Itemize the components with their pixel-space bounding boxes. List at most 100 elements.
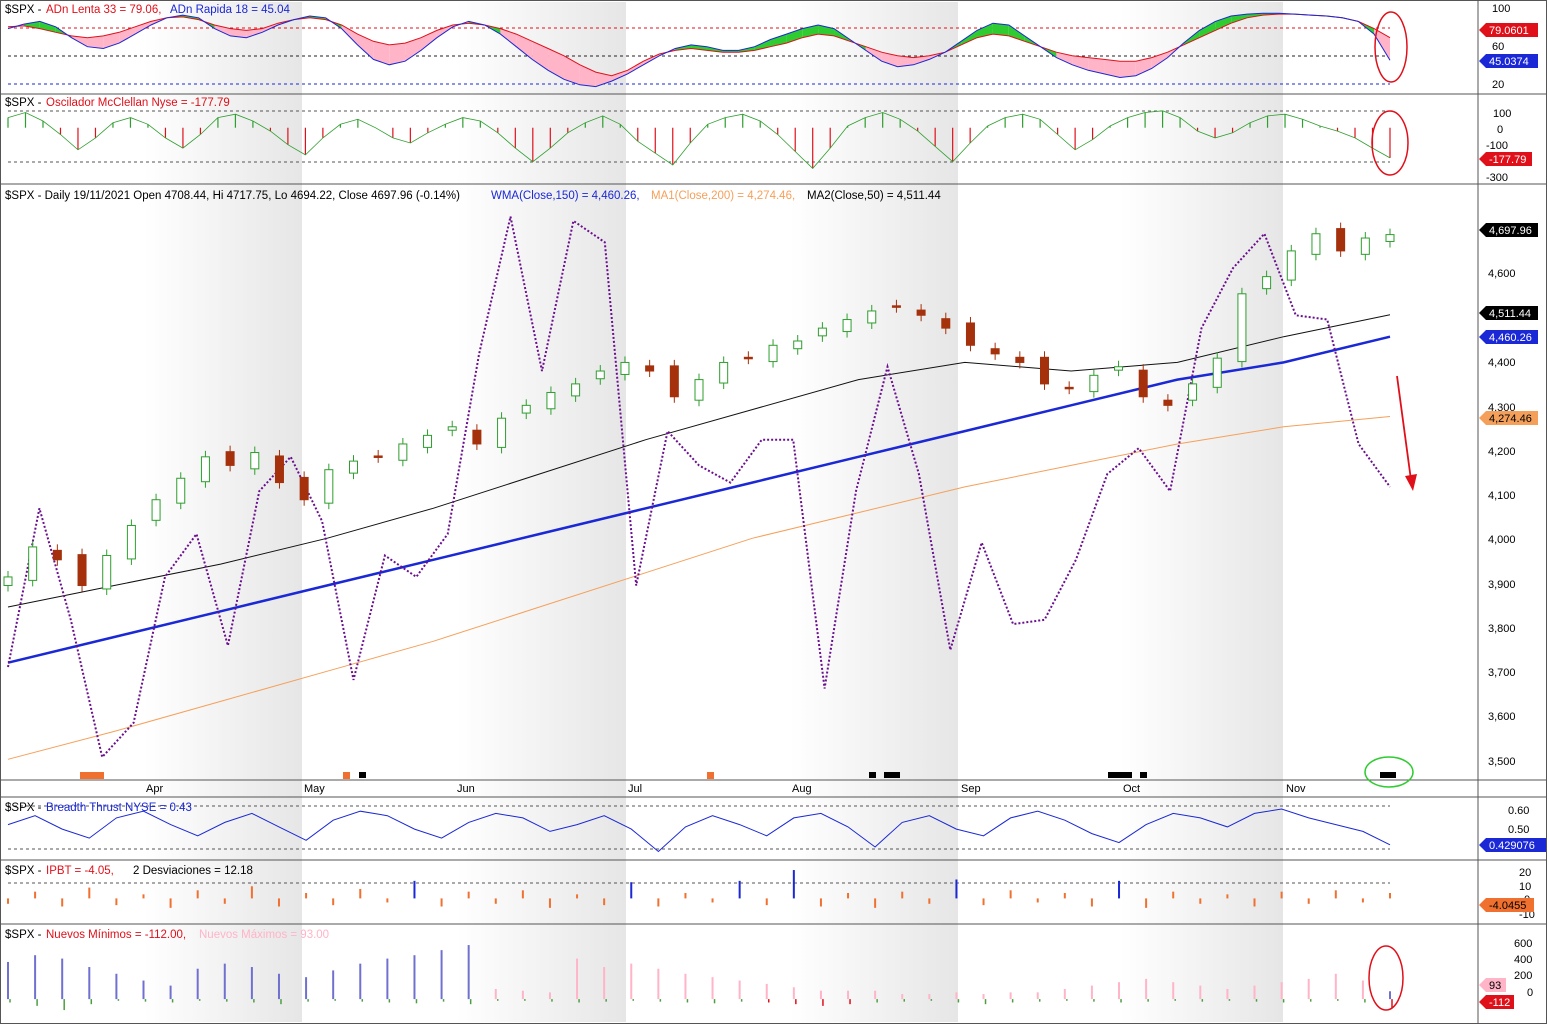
candle-body [225, 451, 235, 466]
price-tick: 4,600 [1488, 268, 1516, 280]
adn-fill-segment [881, 52, 898, 67]
candle-body [546, 391, 556, 410]
nm-tick: 0 [1527, 987, 1533, 999]
adn-rapida-label: ADn Rapida 18 = 45.04 [170, 4, 290, 16]
month-band [790, 2, 958, 1022]
candle-body [274, 455, 284, 484]
price-title-prefix: $SPX - Daily 19/11/2021 Open 4708.44, Hi… [5, 190, 460, 202]
candle-body [349, 460, 358, 474]
adn-fill-segment [579, 64, 596, 87]
candle-body [447, 426, 457, 431]
candle-body [28, 546, 38, 581]
breadth-tag-text: 0.429076 [1489, 840, 1535, 852]
nuevos-minimos-label: Nuevos Mínimos = -112.00, [46, 929, 186, 941]
adn-levels [8, 27, 1390, 85]
candle-body [941, 318, 951, 329]
candle-body [1114, 366, 1124, 371]
candle-body [151, 499, 161, 521]
candle-body [1262, 276, 1272, 290]
candle-body [1311, 233, 1321, 255]
mcclellan-outline [7, 110, 1391, 169]
wma-tag [1479, 330, 1538, 344]
mcclellan-label: Oscilador McClellan Nyse = -177.79 [46, 97, 230, 109]
ipbt-tick: 20 [1519, 867, 1531, 879]
candle-body [595, 370, 605, 380]
price-panel: $SPX - Daily 19/11/2021 Open 4708.44, Hi… [3, 190, 1538, 788]
ipbt-tag-text: -4.0455 [1489, 900, 1526, 912]
candle-body [965, 322, 975, 346]
candle-body [398, 443, 408, 461]
candle-body [793, 340, 803, 350]
month-label-may: May [304, 783, 325, 795]
adn-fill-segment [230, 28, 247, 38]
panel-separators [1, 93, 1546, 925]
close-tag-text: 4,697.96 [1489, 225, 1532, 237]
ipbt-title-prefix: $SPX - [5, 865, 42, 877]
adn-fill-segment [754, 39, 771, 51]
price-tick: 3,700 [1488, 667, 1516, 679]
adn-lenta-line [7, 13, 1391, 77]
ma2-label: MA2(Close,50) = 4,511.44 [807, 190, 941, 202]
month-label-nov: Nov [1286, 783, 1306, 795]
price-tick: 3,900 [1488, 579, 1516, 591]
candle-body [497, 417, 507, 448]
price-tick: 3,500 [1488, 756, 1516, 768]
adn-fill-segment [516, 34, 533, 60]
adn-fill-segment [865, 46, 882, 62]
adn-fill-segment [373, 41, 390, 65]
ma200-tag [1479, 411, 1538, 425]
candle-body [645, 365, 655, 372]
adn-panel: $SPX - ADn Lenta 33 = 79.06, ADn Rapida … [5, 3, 1538, 91]
wma-label: WMA(Close,150) = 4,460.26, [491, 190, 640, 202]
adn-fill-segment [421, 30, 437, 51]
month-label-oct: Oct [1123, 783, 1140, 795]
candle-body [694, 379, 704, 401]
mcclellan-tick-minus100: -100 [1486, 140, 1508, 152]
adn-fill-segment [691, 44, 707, 51]
nuevos-maximos-tag [1479, 978, 1506, 992]
nuevos-maximos-label: Nuevos Máximos = 93.00 [199, 929, 329, 941]
adn-lenta-tag-text: 79.0601 [1489, 25, 1529, 37]
adn-tick-60: 60 [1492, 41, 1504, 53]
ipbt-label: IPBT = -4.05, [46, 865, 114, 877]
candle-body [1163, 399, 1173, 406]
month-band [1120, 2, 1283, 1022]
adn-highlight-circle [1374, 11, 1408, 83]
adn-fill-segment [405, 37, 422, 62]
adn-fill-segment [1374, 28, 1390, 61]
ipbt-dev-label: 2 Desviaciones = 12.18 [133, 865, 253, 877]
adn-fill-segment [23, 21, 40, 29]
price-tick: 4,100 [1488, 490, 1516, 502]
candle-body [1064, 386, 1074, 390]
adn-fill-segment [1088, 57, 1105, 74]
mcclellan-tick-minus300: -300 [1486, 172, 1508, 184]
ipbt-tag [1479, 898, 1534, 912]
candle-body [1286, 250, 1296, 281]
new-highs-lows-panel: $SPX - Nuevos Mínimos = -112.00, Nuevos … [5, 929, 1533, 1011]
candle-body [423, 434, 433, 448]
price-tick: 4,200 [1488, 446, 1516, 458]
adn-fill-segment [357, 34, 374, 60]
green-highlight-circle [1364, 756, 1414, 788]
candle-body [200, 456, 210, 483]
candle-body [571, 383, 581, 397]
signal-markers [80, 772, 1396, 779]
candle-body [867, 310, 877, 324]
adn-rapida-tag-text: 45.0374 [1489, 56, 1529, 68]
candle-body [743, 356, 753, 360]
candle-body [176, 477, 186, 504]
candle-body [1385, 234, 1395, 242]
nm-title-prefix: $SPX - [5, 929, 42, 941]
candle-body [669, 365, 679, 398]
wma-tag-text: 4,460.26 [1489, 332, 1532, 344]
right-axis-strip [1478, 1, 1546, 1023]
candle-body [817, 327, 827, 337]
candle-body [472, 429, 482, 445]
breadth-tag [1479, 838, 1546, 852]
adn-fill-segment [1135, 57, 1152, 76]
adn-fill-segment [548, 48, 564, 80]
breadth-tick: 0.50 [1508, 824, 1529, 836]
wma150-line [7, 335, 1391, 664]
